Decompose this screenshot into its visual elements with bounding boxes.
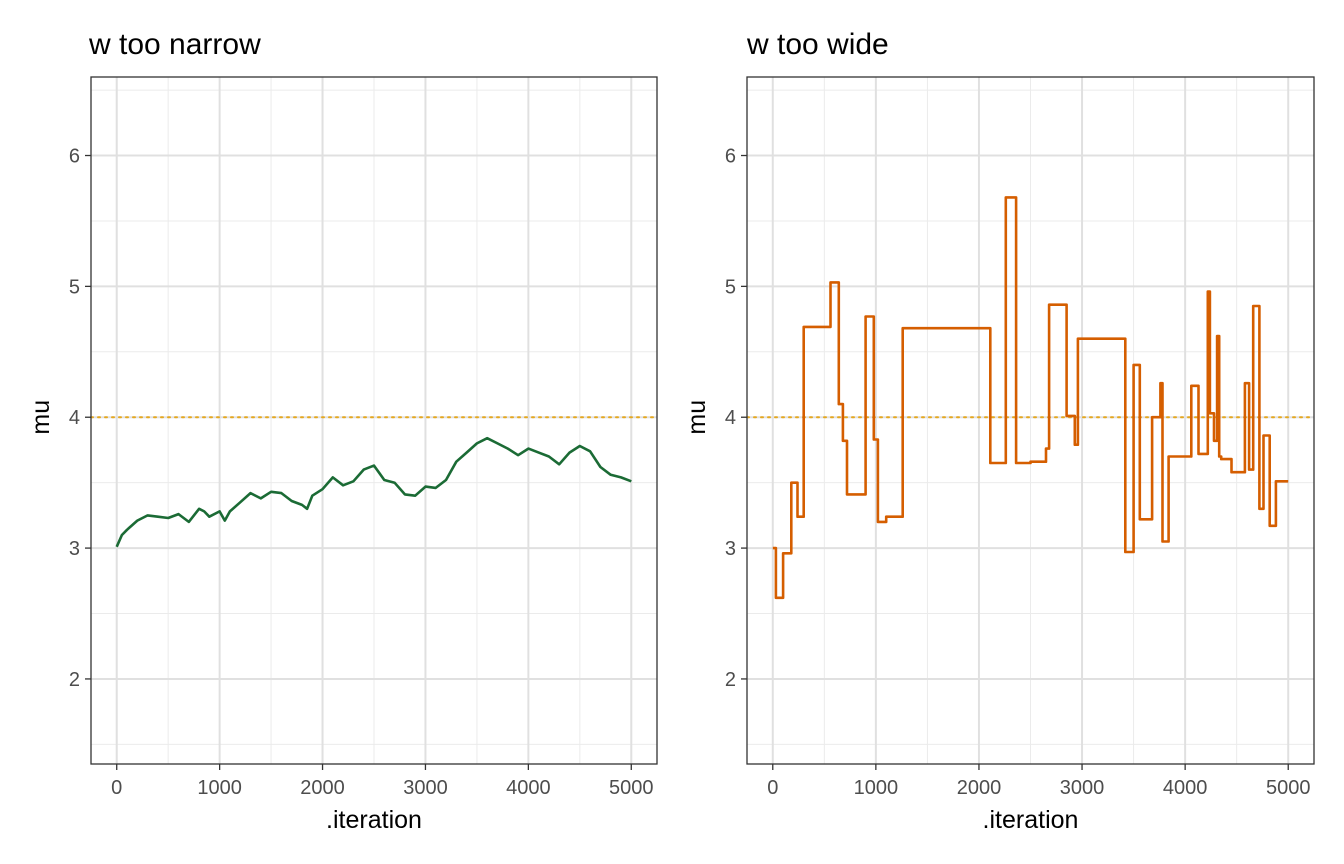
- x-tick-label: 4000: [1163, 777, 1208, 799]
- chart-title: w too narrow: [88, 28, 261, 61]
- chart-wide-svg: 0 1000 2000 3000 4000 5000 2 3 4 5 6 w too wide .ite…: [683, 28, 1315, 834]
- y-tick-label: 5: [725, 276, 736, 298]
- x-tick-label: 1000: [197, 777, 242, 799]
- x-tick-label: 4000: [506, 777, 551, 799]
- chart-narrow-svg: 0 1000 2000 3000 4000 5000 2 3 4 5 6 w too narrow .i…: [27, 28, 658, 834]
- y-tick-label: 2: [725, 669, 736, 691]
- x-tick-label: 0: [767, 777, 778, 799]
- x-tick-label: 5000: [1266, 777, 1311, 799]
- y-axis-title: mu: [27, 400, 55, 435]
- y-tick-label: 4: [69, 407, 80, 429]
- x-axis-title: .iteration: [983, 806, 1079, 834]
- plot-border: [746, 76, 1315, 765]
- x-axis-title: .iteration: [326, 806, 422, 834]
- series-line: [772, 196, 1289, 600]
- x-tick-label: 0: [111, 777, 122, 799]
- trace-plot-wide: 0 1000 2000 3000 4000 5000 2 3 4 5 6 w too wide .ite…: [672, 0, 1344, 864]
- x-tick-label: 1000: [854, 777, 899, 799]
- trace-plot-narrow: 0 1000 2000 3000 4000 5000 2 3 4 5 6 w too narrow .i…: [27, 28, 658, 834]
- x-tick-label: 3000: [1060, 777, 1105, 799]
- x-tick-label: 2000: [300, 777, 345, 799]
- y-axis-title: mu: [683, 400, 711, 435]
- y-tick-label: 5: [69, 276, 80, 298]
- y-tick-label: 3: [69, 538, 80, 560]
- series-line: [115, 436, 632, 548]
- plot-border: [90, 76, 658, 765]
- y-tick-label: 6: [69, 146, 80, 168]
- y-tick-label: 3: [725, 538, 736, 560]
- chart-title: w too wide: [746, 28, 889, 61]
- y-tick-label: 6: [725, 146, 736, 168]
- x-tick-label: 5000: [609, 777, 654, 799]
- x-tick-label: 2000: [957, 777, 1002, 799]
- y-tick-label: 2: [69, 669, 80, 691]
- x-tick-label: 3000: [403, 777, 448, 799]
- y-tick-label: 4: [725, 407, 736, 429]
